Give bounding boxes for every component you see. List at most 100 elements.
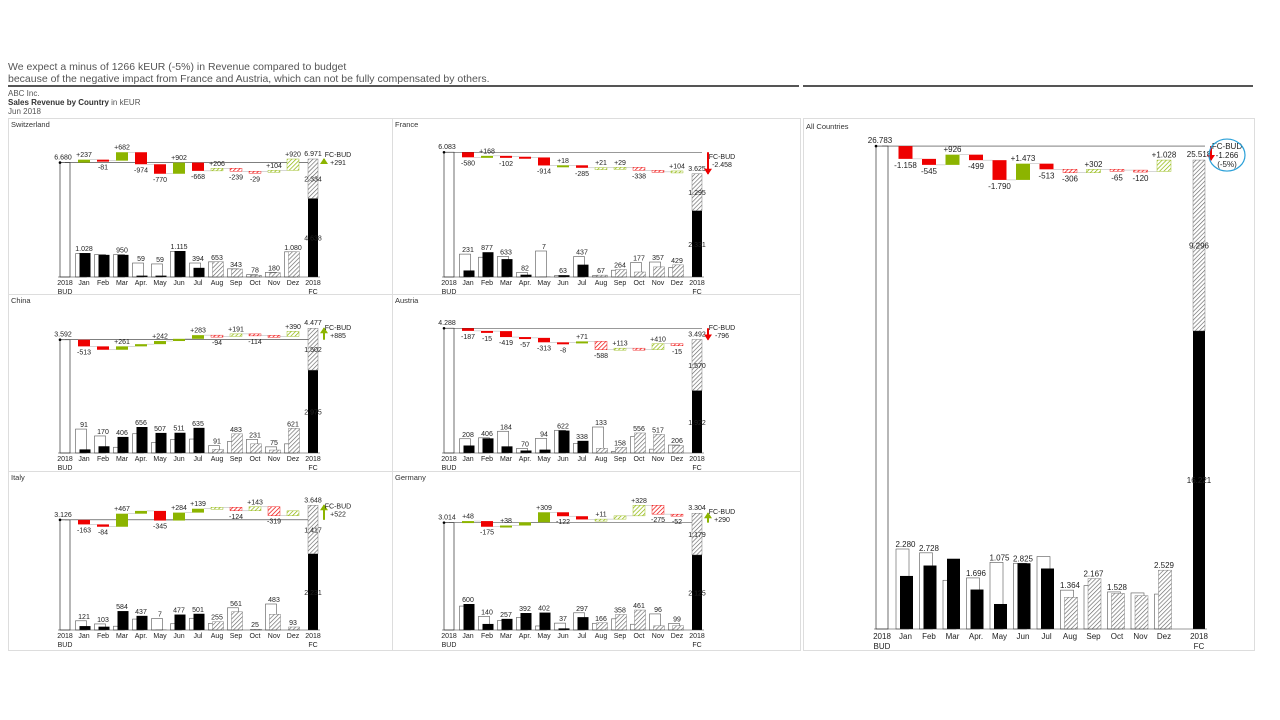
month-label: Sep — [230, 280, 243, 287]
month-label: Nov — [652, 633, 665, 640]
fc-actual-label: 1.922 — [688, 420, 706, 427]
variance-label: -513 — [77, 349, 91, 356]
variance-label: -15 — [672, 349, 682, 356]
panel-title: Germany — [395, 473, 426, 482]
variance-bar — [462, 328, 474, 331]
monthly-value-label: 501 — [192, 607, 204, 614]
month-label: Nov — [268, 633, 281, 640]
variance-bar — [192, 162, 204, 171]
actual-bar — [79, 449, 91, 453]
variance-label: +242 — [152, 334, 168, 341]
forecast-bar — [615, 447, 627, 454]
variance-bar — [519, 337, 531, 340]
variance-bar — [267, 170, 281, 173]
forecast-bar — [653, 434, 665, 454]
variance-label: -8 — [560, 347, 566, 354]
variance-bar — [210, 168, 224, 172]
chart-austria: 4.288 -187 -15 -419 -57 -313 -8 +71 -588 +113 +410… — [438, 320, 735, 472]
variance-label: -319 — [267, 519, 281, 526]
panel-china: China 3.592 -513 +261 +242 +283 -94 +191 -114 +3… — [8, 294, 394, 473]
month-label: Jun — [1017, 632, 1030, 641]
month-label: Aug — [211, 456, 224, 463]
variance-label: -306 — [1062, 175, 1079, 184]
variance-label: -588 — [594, 353, 608, 360]
variance-bar — [481, 155, 493, 158]
budget-bar — [151, 618, 163, 631]
forecast-bar — [596, 622, 608, 631]
month-label: Feb — [97, 280, 109, 287]
actual-bar — [501, 259, 513, 277]
forecast-bar — [634, 609, 646, 631]
variance-label: -1.158 — [894, 161, 917, 170]
variance-bar — [97, 159, 109, 162]
fc-value-label: 3.625 — [688, 166, 706, 173]
fc-forecast-bar — [307, 505, 319, 554]
actual-bar — [1017, 563, 1031, 629]
fc-actual-label: 16.221 — [1187, 476, 1212, 485]
monthly-value-label: 70 — [521, 441, 529, 448]
variance-bar — [670, 343, 684, 346]
monthly-value-label: 170 — [97, 429, 109, 436]
variance-label: +237 — [76, 152, 92, 159]
variance-label: -52 — [672, 519, 682, 526]
monthly-value-label: 507 — [154, 426, 166, 433]
variance-label: -239 — [229, 174, 243, 181]
bud-value-label: 6.680 — [54, 155, 72, 162]
variance-bar — [286, 158, 300, 171]
fc-actual-bar — [308, 553, 318, 630]
variance-bar — [1086, 169, 1101, 173]
month-label: Sep — [230, 456, 243, 463]
monthly-value-label: 133 — [595, 420, 607, 427]
variance-bar — [210, 507, 224, 510]
monthly-value-label: 206 — [671, 438, 683, 445]
actual-bar — [136, 427, 148, 453]
variance-label: +902 — [171, 155, 187, 162]
fc-actual-bar — [1193, 330, 1205, 629]
monthly-value-label: 635 — [192, 421, 204, 428]
variance-label: -94 — [212, 340, 222, 347]
panel-all-countries: All Countries 26.783 -1.158 -545 +926 -499 -1… — [803, 118, 1255, 651]
fc-forecast-label: 1.502 — [304, 347, 322, 354]
forecast-bar — [231, 433, 243, 454]
headline-line-1: We expect a minus of 1266 kEUR (-5%) in … — [8, 61, 347, 73]
variance-bar — [576, 341, 588, 344]
month-label: Mar — [116, 280, 129, 287]
variance-label: -84 — [98, 530, 108, 537]
monthly-value-label: 1.028 — [75, 246, 93, 253]
month-label: Oct — [634, 280, 645, 287]
month-label: Jan — [78, 633, 89, 640]
variance-label: +283 — [190, 328, 206, 335]
delta-arrow-head — [320, 157, 328, 164]
month-label: Aug — [595, 456, 608, 463]
variance-bar — [1062, 169, 1078, 173]
variance-bar — [576, 165, 588, 168]
fc-year-label: 2018 — [305, 280, 321, 287]
variance-label: -81 — [98, 165, 108, 172]
month-label: Jul — [1041, 632, 1051, 641]
variance-bar — [576, 516, 588, 520]
variance-label: +390 — [285, 324, 301, 331]
variance-bar — [286, 510, 300, 516]
variance-label: -419 — [499, 340, 513, 347]
monthly-value-label: 1.080 — [284, 245, 302, 252]
fc-label: FC — [308, 642, 317, 649]
panel-title: Switzerland — [11, 120, 50, 129]
monthly-value-label: 621 — [287, 421, 299, 428]
variance-bar — [116, 513, 128, 527]
monthly-value-label: 483 — [230, 427, 242, 434]
month-label: Jul — [194, 456, 203, 463]
monthly-value-label: 2.167 — [1083, 570, 1104, 579]
actual-bar — [501, 446, 513, 453]
actual-bar — [98, 254, 110, 277]
variance-label: +21 — [595, 160, 607, 167]
delta-arrow-head — [704, 512, 712, 519]
fc-forecast-bar — [307, 158, 319, 199]
monthly-value-label: 82 — [521, 265, 529, 272]
variance-bar — [1109, 169, 1125, 172]
actual-bar — [558, 275, 570, 277]
fc-forecast-bar — [691, 173, 703, 211]
variance-bar — [154, 341, 166, 345]
panel-italy: Italy 3.126 -163 -84 +467 -345 +284 +139 -124 +1… — [8, 471, 394, 651]
variance-bar — [97, 524, 109, 527]
monthly-value-label: 121 — [78, 614, 90, 621]
